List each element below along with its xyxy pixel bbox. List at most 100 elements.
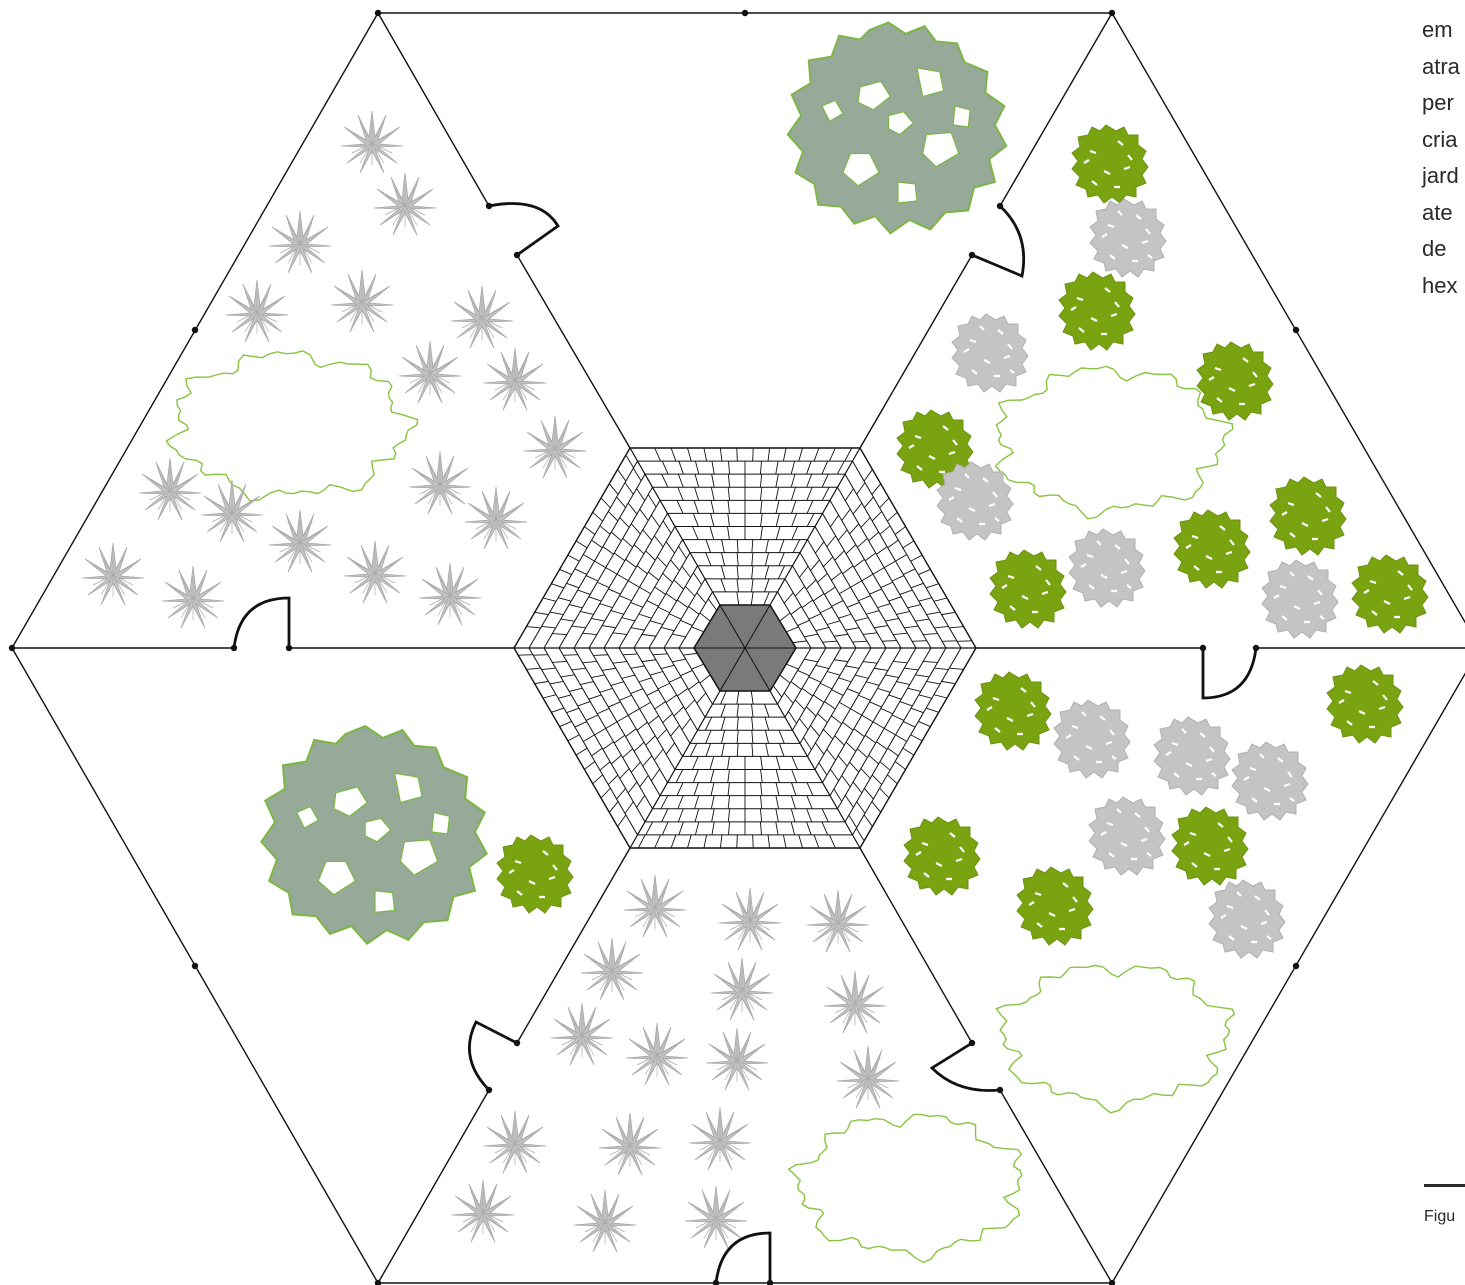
paving-joint — [542, 597, 557, 602]
paving-joint — [801, 599, 813, 609]
tree-canopy-icon — [260, 725, 488, 945]
paving-joint — [759, 474, 763, 488]
paving-joint — [806, 795, 813, 809]
paving-joint — [834, 735, 845, 746]
paving-joint — [649, 671, 663, 676]
paving-joint — [574, 568, 587, 575]
paving-joint — [775, 808, 779, 822]
paving-joint — [619, 694, 632, 701]
paving-joint — [608, 483, 619, 495]
paving-joint — [850, 708, 862, 716]
paving-joint — [602, 667, 616, 671]
fern-icon — [483, 1110, 547, 1174]
paving-joint — [571, 625, 586, 629]
paving-joint — [775, 513, 780, 527]
paving-joint — [871, 801, 882, 813]
side-text: em atra per cria jard ate de hex — [1422, 12, 1465, 304]
paving-joint — [834, 659, 849, 663]
paving-joint — [775, 756, 781, 770]
paving-joint — [778, 743, 785, 757]
wall-node — [191, 962, 199, 970]
paving-joint — [817, 713, 828, 723]
side-text-line: de — [1422, 236, 1447, 261]
paving-joint — [813, 593, 825, 602]
paving-joint — [786, 663, 799, 670]
paving-joint — [934, 667, 949, 671]
fern-icon — [688, 1107, 752, 1171]
paving-joint — [833, 788, 843, 802]
paving-joint — [844, 447, 853, 462]
paving-joint — [783, 692, 794, 704]
paving-joint — [775, 769, 780, 783]
tree-canopy-icon — [786, 21, 1008, 235]
paving-joint — [703, 447, 708, 462]
paving-joint — [610, 610, 624, 615]
paving-joint — [904, 667, 919, 671]
paving-joint — [750, 591, 754, 606]
paving-joint — [610, 681, 624, 686]
paving-joint — [585, 575, 599, 582]
paving-joint — [823, 729, 834, 740]
paving-joint — [806, 513, 815, 527]
paving-joint — [863, 814, 873, 827]
side-text-line: cria — [1422, 126, 1458, 152]
paving-joint — [583, 734, 595, 742]
paving-joint — [651, 514, 661, 528]
paving-joint — [600, 497, 611, 509]
paving-joint — [912, 640, 927, 642]
fern-icon — [625, 1022, 689, 1086]
planting-bed-outline — [787, 1113, 1023, 1264]
paving-joint — [910, 582, 924, 589]
paving-joint — [899, 589, 913, 595]
side-text-line: ate — [1422, 199, 1453, 225]
paving-joint — [662, 520, 672, 534]
paving-joint — [720, 703, 726, 718]
paving-joint — [824, 701, 836, 710]
paving-joint — [575, 747, 588, 756]
paving-joint — [779, 674, 791, 684]
paving-joint — [879, 497, 890, 509]
planting-bed-outline — [994, 365, 1234, 520]
planting-bed-outline — [165, 350, 419, 502]
paving-joint — [779, 612, 791, 622]
paving-joint — [696, 592, 707, 604]
paving-joint — [763, 591, 770, 606]
fern-icon — [836, 1045, 900, 1109]
paving-joint — [949, 667, 964, 670]
green-shrub-icon — [1172, 508, 1252, 590]
side-text-line: em — [1422, 17, 1453, 42]
paving-joint — [613, 734, 626, 744]
paving-joint — [815, 664, 829, 669]
paving-joint — [636, 565, 648, 575]
paving-joint — [567, 734, 580, 742]
paving-joint — [797, 619, 810, 626]
paving-joint — [821, 473, 829, 488]
paving-joint — [804, 658, 818, 663]
paving-joint — [665, 593, 677, 602]
door-swing-icon — [468, 1020, 518, 1091]
green-shrub-icon — [495, 833, 575, 915]
door-swing-icon — [232, 596, 291, 649]
paving-joint — [677, 808, 684, 822]
paving-joint — [751, 704, 754, 718]
paving-joint — [896, 681, 910, 685]
fern-icon — [464, 486, 528, 550]
paving-joint — [736, 578, 739, 592]
paving-joint — [661, 473, 669, 488]
paving-joint — [597, 707, 610, 715]
paving-joint — [810, 559, 820, 571]
paving-joint — [790, 487, 796, 501]
paving-joint — [636, 488, 646, 501]
paving-joint — [632, 468, 642, 482]
fern-icon — [138, 457, 202, 521]
paving-joint — [767, 447, 771, 462]
paving-joint — [720, 717, 726, 731]
paving-joint — [654, 701, 666, 710]
paving-joint — [705, 743, 712, 757]
paving-joint — [689, 743, 698, 757]
fern-icon — [450, 285, 514, 349]
paving-joint — [541, 625, 556, 629]
paving-joint — [710, 769, 715, 783]
paving-joint — [863, 469, 873, 482]
paving-joint — [872, 721, 885, 729]
